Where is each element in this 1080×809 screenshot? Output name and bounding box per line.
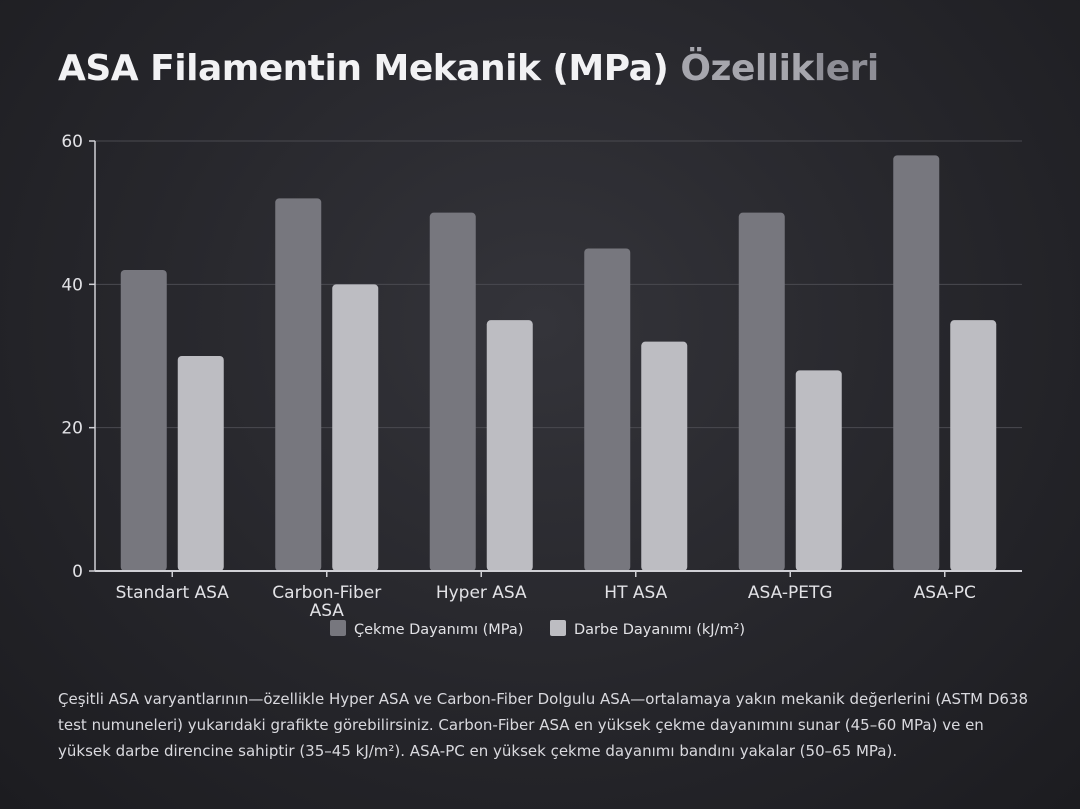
x-tick-labels: Standart ASA Carbon-Fiber ASA Hyper ASA HT A… [116,583,976,621]
y-tick-label: 40 [61,275,83,295]
bars [120,155,997,572]
chart-title: ASA Filamentin Mekanik (MPa) Özellikleri [58,48,879,89]
legend-swatch [550,620,566,636]
bar-tensile [738,212,785,571]
legend-label: Çekme Dayanımı (MPa) [354,622,523,638]
y-tick-label: 0 [72,562,83,582]
x-tick-label: HT ASA [604,583,667,603]
title-part-main: ASA Filamentin Mekanik (MPa) [58,48,669,89]
chart-description: Çeşitli ASA varyantlarının—özellikle Hyp… [58,690,1029,760]
bar-tensile [893,155,940,572]
axes [89,140,1022,577]
bar-tensile [275,198,322,572]
bar-impact [177,356,224,571]
bar-impact [641,341,688,571]
legend: Çekme Dayanımı (MPa) Darbe Dayanımı (kJ/m… [330,620,745,638]
x-tick-label: Standart ASA [116,583,230,603]
x-tick-label: Hyper ASA [436,583,527,603]
y-tick-label: 20 [61,419,83,439]
y-tick-label: 60 [61,132,83,152]
bar-impact [332,284,379,571]
title-part-fade-end: leri [813,48,879,89]
legend-label: Darbe Dayanımı (kJ/m²) [574,622,745,638]
grid-lines [95,140,1022,429]
bar-impact [486,320,533,571]
y-tick-labels: 0 20 40 60 [61,132,83,582]
x-tick-label: ASA-PETG [748,583,833,603]
title-part-fade: Özellik [680,48,814,89]
bar-impact [795,370,842,571]
bar-tensile [429,212,476,571]
bar-chart: 0 20 40 60 Standart ASA Carbon-Fiber ASA Hyper… [61,132,1022,638]
x-tick-label: Carbon-Fiber ASA [272,583,381,621]
bar-impact [950,320,997,571]
legend-swatch [330,620,346,636]
x-tick-label: ASA-PC [914,583,976,603]
bar-tensile [120,270,167,571]
bar-tensile [584,248,631,571]
